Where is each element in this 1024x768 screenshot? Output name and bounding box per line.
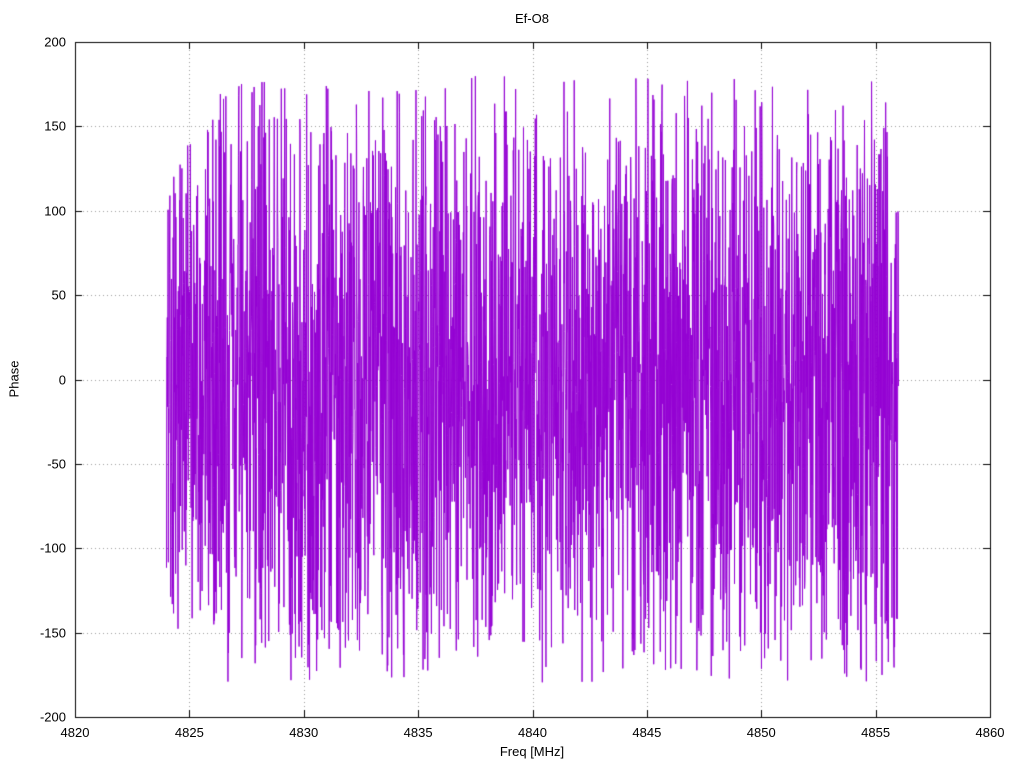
y-axis-label: Phase (6, 360, 22, 398)
x-tick-label: 4860 (975, 725, 1005, 740)
y-tick-label: -150 (39, 625, 66, 641)
x-tick-label: 4845 (632, 725, 662, 740)
y-tick-label: 200 (44, 34, 66, 50)
x-tick-label: 4850 (746, 725, 776, 740)
chart-title: Ef-O8 (515, 11, 549, 26)
y-tick-label: -200 (39, 709, 66, 725)
y-tick-label: -100 (39, 540, 66, 556)
x-tick-label: 4820 (60, 725, 90, 740)
x-tick-label: 4835 (403, 725, 433, 740)
y-tick-label: 0 (58, 372, 66, 387)
x-tick-label: 4825 (174, 725, 204, 740)
x-axis-label: Freq [MHz] (499, 744, 565, 759)
x-tick-label: 4830 (289, 725, 319, 740)
y-tick-label: 150 (44, 118, 66, 134)
y-tick-label: 50 (51, 287, 66, 303)
y-tick-label: -50 (47, 456, 66, 472)
y-tick-label: 100 (44, 203, 66, 219)
x-tick-label: 4855 (861, 725, 891, 740)
x-tick-label: 4840 (518, 725, 547, 740)
